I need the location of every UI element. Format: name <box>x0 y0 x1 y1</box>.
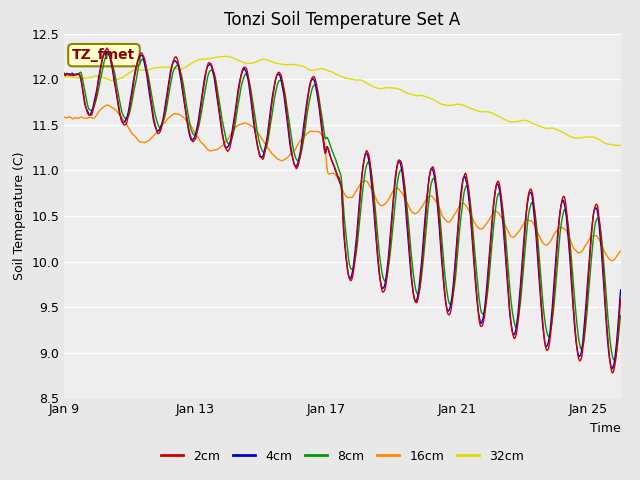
Title: Tonzi Soil Temperature Set A: Tonzi Soil Temperature Set A <box>224 11 461 29</box>
Legend: 2cm, 4cm, 8cm, 16cm, 32cm: 2cm, 4cm, 8cm, 16cm, 32cm <box>156 445 529 468</box>
Y-axis label: Soil Temperature (C): Soil Temperature (C) <box>13 152 26 280</box>
X-axis label: Time: Time <box>590 422 621 435</box>
Text: TZ_fmet: TZ_fmet <box>72 48 136 62</box>
